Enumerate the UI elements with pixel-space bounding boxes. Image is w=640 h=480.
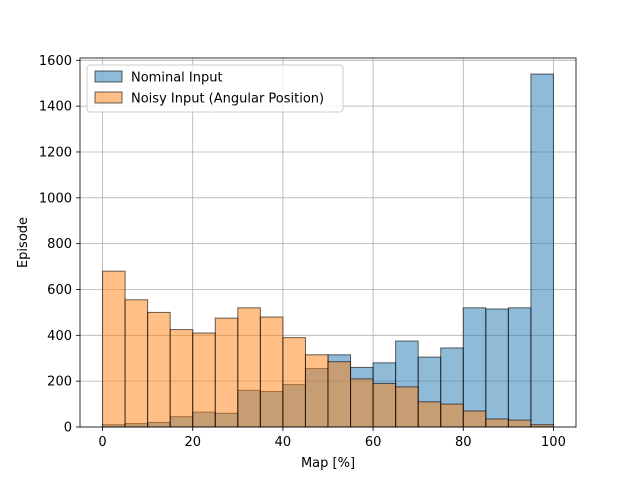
bar (214, 317, 239, 428)
y-tick-label: 1400 (39, 100, 72, 115)
plot-area-frame (79, 57, 577, 428)
y-tick-label: 0 (64, 421, 72, 436)
y-tick-label: 800 (47, 237, 72, 252)
bar (327, 361, 352, 428)
bar (124, 299, 149, 428)
bar (507, 307, 532, 428)
x-tick-label: 40 (275, 435, 292, 450)
bar (147, 311, 171, 428)
bar (395, 386, 419, 428)
y-tick-label: 200 (47, 375, 72, 390)
y-tick-label: 400 (47, 329, 72, 344)
bar (259, 316, 284, 428)
legend-entry-label: Nominal Input (131, 71, 223, 86)
legend-swatch (94, 91, 123, 104)
series-2-bars (102, 270, 554, 428)
y-tick-label: 600 (47, 283, 72, 298)
bar (485, 418, 509, 428)
legend: Nominal Input Noisy Input (Angular Positi… (86, 64, 344, 113)
legend-box (86, 64, 344, 113)
bar (102, 270, 126, 428)
bar (440, 403, 464, 428)
x-tick-label: 60 (365, 435, 382, 450)
bar (462, 307, 487, 428)
x-tick-label: 100 (541, 435, 566, 450)
y-tick-label: 1200 (39, 145, 72, 160)
bar (507, 419, 532, 428)
x-tick-label: 20 (184, 435, 201, 450)
legend-entry-label: Noisy Input (Angular Position) (131, 92, 324, 107)
y-tick-label: 1000 (39, 191, 72, 206)
bar (350, 378, 374, 428)
x-axis-label: Map [%] (301, 456, 355, 471)
bar (282, 337, 306, 428)
y-tick-label: 1600 (39, 54, 72, 69)
bar (485, 308, 509, 428)
bar (372, 382, 397, 428)
legend-swatch (94, 70, 123, 83)
bar (192, 332, 216, 428)
bar (530, 73, 554, 428)
bar (237, 307, 261, 428)
y-axis-ticks: 0 200 400 600 800 1000 1200 1400 1600 (39, 54, 80, 436)
x-tick-label: 0 (98, 435, 106, 450)
x-axis-ticks: 0 20 40 60 80 100 (98, 427, 566, 450)
histogram-bars (102, 73, 554, 428)
bar (462, 410, 487, 428)
x-tick-label: 80 (455, 435, 472, 450)
bar (169, 329, 194, 428)
bar (417, 401, 442, 428)
y-axis-label: Episode (16, 217, 31, 268)
bar (304, 354, 329, 428)
